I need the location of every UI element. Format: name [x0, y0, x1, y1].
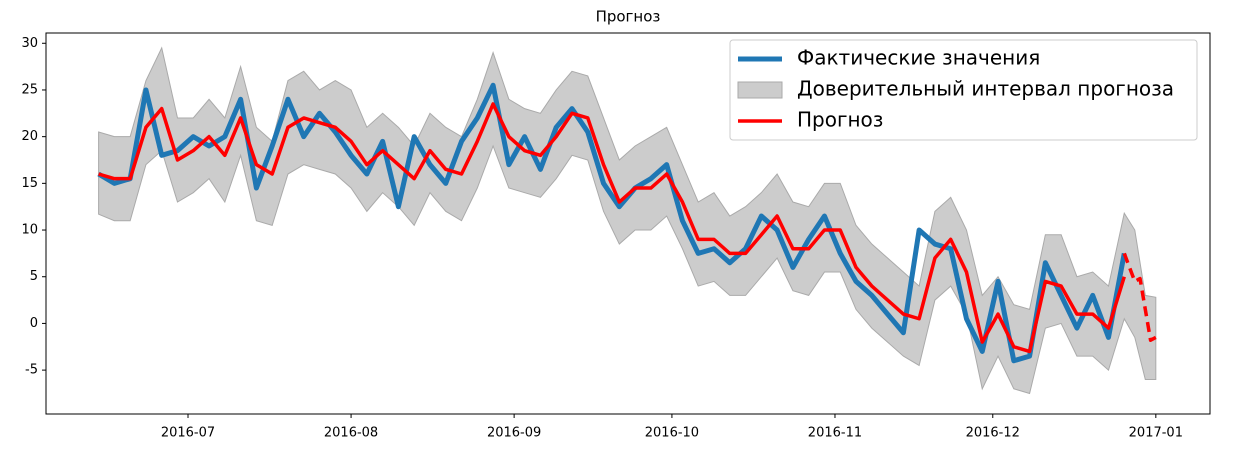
x-tick-label: 2017-01: [1129, 426, 1183, 441]
legend-label: Фактические значения: [797, 46, 1040, 70]
legend-label: Доверительный интервал прогноза: [797, 77, 1174, 101]
plot-frame: [45, 32, 1211, 415]
y-tick-label: 20: [21, 129, 38, 144]
legend-label: Прогноз: [797, 108, 883, 132]
legend-swatch: [737, 81, 783, 99]
y-tick-label: 15: [21, 176, 38, 191]
x-tick-label: 2016-08: [324, 426, 378, 441]
series-line: [98, 102, 1126, 354]
x-tick-label: 2016-09: [487, 426, 541, 441]
y-tick-label: 0: [30, 316, 38, 331]
y-tick-label: 10: [21, 223, 38, 238]
legend-box: [729, 39, 1198, 141]
confidence-band: [98, 46, 1157, 395]
x-tick-label: 2016-12: [966, 426, 1020, 441]
x-tick-label: 2016-07: [161, 426, 215, 441]
chart-title: Прогноз: [596, 8, 661, 26]
y-tick-label: 30: [21, 36, 38, 51]
y-tick-label: 5: [30, 269, 38, 284]
series-line: [97, 82, 1127, 364]
y-tick-label: 25: [21, 82, 38, 97]
x-tick-label: 2016-11: [808, 426, 862, 441]
forecast-extension-line: [1122, 252, 1157, 342]
y-tick-label: -5: [25, 363, 38, 378]
x-tick-label: 2016-10: [645, 426, 699, 441]
